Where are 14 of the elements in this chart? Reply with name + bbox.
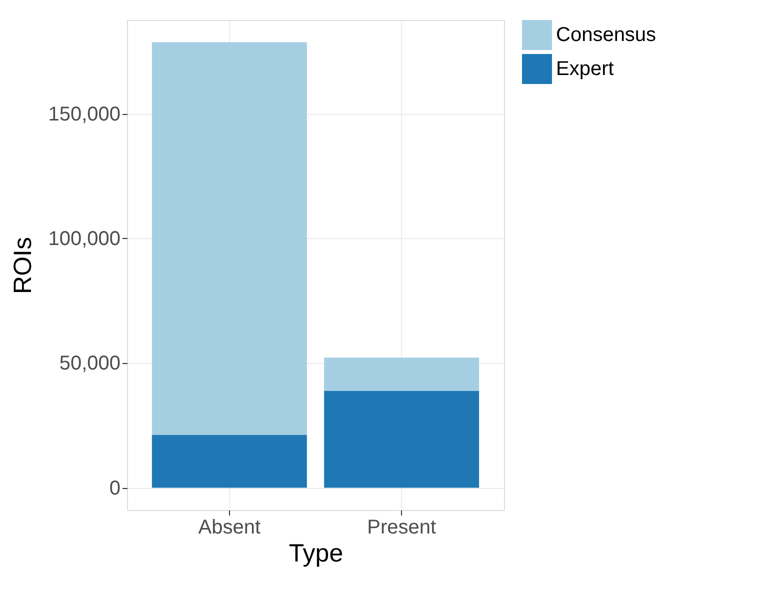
bar bbox=[324, 390, 480, 488]
y-axis-title: ROIs bbox=[9, 237, 38, 294]
legend-label: Expert bbox=[556, 58, 614, 80]
bar bbox=[152, 434, 307, 488]
y-tick-label: 150,000 bbox=[48, 103, 120, 126]
y-tick-label: 50,000 bbox=[59, 352, 120, 375]
bar bbox=[152, 42, 307, 435]
y-tick-label: 0 bbox=[109, 477, 120, 500]
x-tick-label: Present bbox=[367, 516, 436, 538]
x-tick-label: Absent bbox=[198, 516, 262, 538]
y-tick-label: 100,000 bbox=[48, 228, 120, 250]
legend-label: Consensus bbox=[556, 24, 656, 46]
bar bbox=[324, 358, 480, 391]
x-axis-title: Type bbox=[288, 540, 344, 568]
